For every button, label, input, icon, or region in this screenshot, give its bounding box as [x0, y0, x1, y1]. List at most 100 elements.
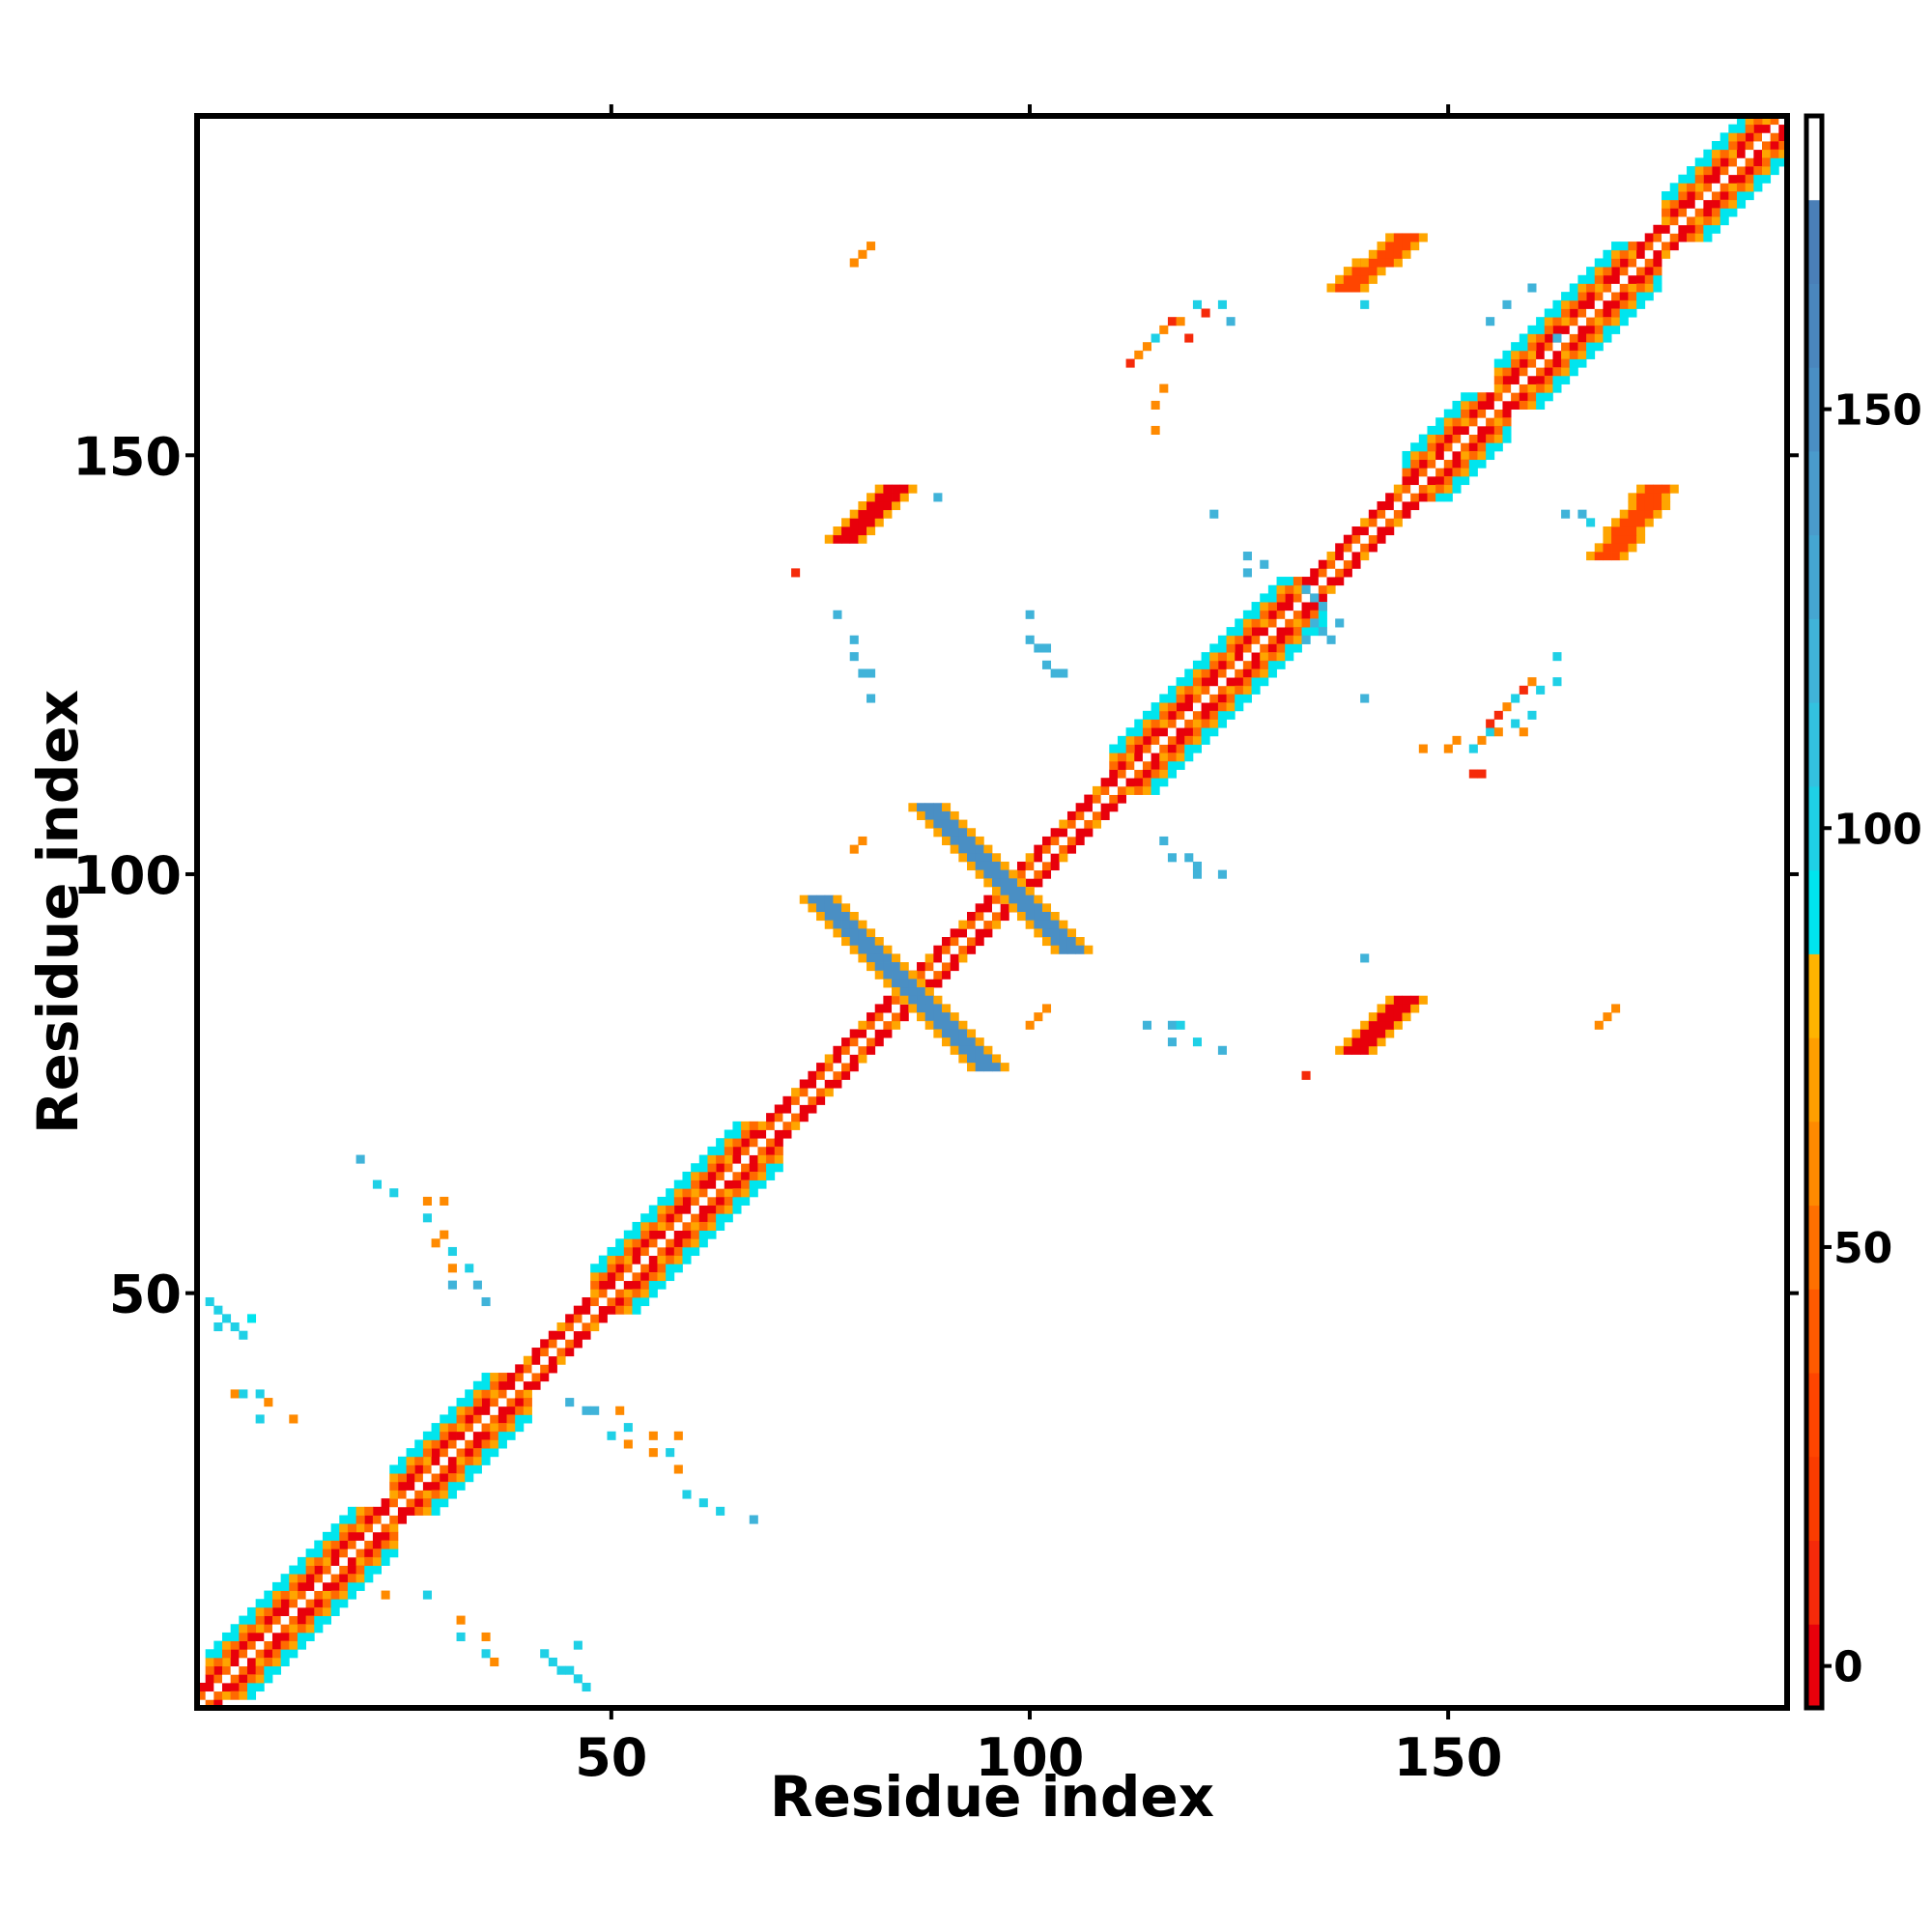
cross-contact-cell: [917, 995, 926, 1005]
diagonal-cell: [1184, 710, 1194, 720]
helix-contact-cell: [1527, 392, 1537, 402]
helix-contact-cell: [691, 1246, 700, 1257]
diagonal-cell: [615, 1271, 625, 1282]
cross-contact-cell: [908, 970, 918, 980]
diagonal-cell: [1167, 710, 1177, 720]
helix-contact-cell: [1719, 141, 1729, 151]
helix-contact-cell: [1603, 317, 1612, 327]
diagonal-cell: [1461, 425, 1470, 435]
diagonal-cell: [942, 937, 952, 947]
scatter-contact-cell: [389, 1188, 399, 1198]
helix-contact-cell: [691, 1238, 700, 1248]
scatter-contact-cell: [565, 1665, 575, 1675]
helix-contact-cell: [1703, 216, 1713, 226]
helix-contact-cell: [1653, 283, 1662, 293]
helix-contact-cell: [297, 1556, 307, 1566]
helix-contact-cell: [1712, 224, 1721, 234]
helix-contact-cell: [440, 1414, 449, 1424]
diagonal-cell: [330, 1574, 340, 1583]
helix-contact-cell: [1527, 342, 1537, 352]
diagonal-cell: [1242, 643, 1252, 653]
diagonal-cell: [598, 1289, 608, 1298]
helix-contact-cell: [465, 1389, 474, 1399]
diagonal-cell: [1594, 292, 1604, 301]
helix-contact-cell: [1468, 468, 1478, 477]
beta-contact-cell: [874, 500, 884, 511]
helix-contact-cell: [497, 1431, 507, 1440]
scatter-contact-cell: [673, 1431, 683, 1440]
helix-contact-cell: [1192, 735, 1202, 745]
helix-contact-cell: [1427, 434, 1436, 443]
beta-contact-cell: [892, 500, 901, 511]
helix-contact-cell: [1719, 216, 1729, 226]
diagonal-cell: [1176, 719, 1185, 728]
diagonal-cell: [657, 1230, 667, 1239]
helix-contact-cell: [1770, 166, 1779, 176]
plot-frame: [194, 113, 1790, 1711]
diagonal-cell: [1418, 484, 1428, 494]
cross-contact-cell: [992, 853, 1002, 863]
diagonal-cell: [590, 1314, 600, 1323]
diagonal-cell: [1519, 384, 1528, 393]
diagonal-cell: [497, 1406, 507, 1415]
helix-contact-cell: [1552, 308, 1562, 318]
diagonal-cell: [1201, 685, 1210, 695]
helix-contact-cell: [1443, 417, 1453, 427]
helix-contact-cell: [1267, 602, 1277, 611]
diagonal-cell: [1351, 559, 1361, 569]
diagonal-cell: [1502, 392, 1512, 402]
diagonal-cell: [271, 1606, 282, 1616]
beta-contact-cell: [899, 484, 909, 494]
helix-contact-cell: [1427, 425, 1436, 435]
helix-contact-cell: [1201, 660, 1210, 669]
cross-contact-cell: [849, 937, 859, 947]
diagonal-cell: [1151, 727, 1160, 737]
helix-contact-cell: [1184, 753, 1194, 762]
cross-contact-cell: [849, 912, 859, 922]
diagonal-cell: [791, 1121, 801, 1130]
diagonal-cell: [1109, 803, 1119, 812]
diagonal-cell: [490, 1389, 499, 1399]
diagonal-cell: [732, 1163, 742, 1173]
helix-contact-cell: [255, 1599, 265, 1608]
cross-contact-cell: [1016, 903, 1027, 913]
helix-contact-cell: [264, 1606, 273, 1616]
diagonal-cell: [1235, 652, 1244, 662]
helix-contact-cell: [431, 1490, 440, 1499]
diagonal-cell: [565, 1322, 575, 1332]
diagonal-cell: [1536, 375, 1546, 384]
diagonal-cell: [1544, 342, 1553, 352]
diagonal-cell: [1142, 760, 1151, 770]
diagonal-cell: [213, 1674, 223, 1684]
scatter-contact-cell: [1586, 518, 1596, 527]
beta-contact-cell: [1636, 509, 1646, 519]
helix-contact-cell: [716, 1154, 725, 1164]
helix-contact-cell: [1561, 292, 1571, 301]
helix-contact-cell: [1586, 342, 1596, 352]
diagonal-cell: [958, 928, 968, 938]
beta-contact-cell: [1351, 1045, 1361, 1055]
helix-contact-cell: [1586, 350, 1596, 359]
diagonal-cell: [1586, 299, 1596, 309]
helix-contact-cell: [1134, 719, 1144, 728]
cross-contact-cell: [958, 836, 968, 846]
helix-contact-cell: [1217, 702, 1227, 712]
diagonal-cell: [1066, 828, 1077, 838]
helix-contact-cell: [607, 1264, 616, 1273]
diagonal-cell: [1201, 677, 1210, 687]
diagonal-cell: [1034, 853, 1043, 863]
cross-contact-cell: [824, 920, 834, 929]
helix-contact-cell: [1201, 727, 1210, 737]
diagonal-cell: [372, 1531, 382, 1541]
helix-contact-cell: [1167, 753, 1177, 762]
cross-contact-cell: [917, 1004, 926, 1013]
helix-contact-cell: [1310, 627, 1320, 637]
helix-contact-cell: [623, 1305, 633, 1315]
helix-contact-cell: [1519, 350, 1528, 359]
helix-contact-cell: [741, 1196, 751, 1206]
helix-contact-cell: [440, 1431, 449, 1440]
helix-contact-cell: [1703, 157, 1713, 167]
diagonal-cell: [456, 1439, 466, 1449]
helix-contact-cell: [414, 1506, 424, 1516]
scatter-contact-cell: [698, 1498, 708, 1508]
